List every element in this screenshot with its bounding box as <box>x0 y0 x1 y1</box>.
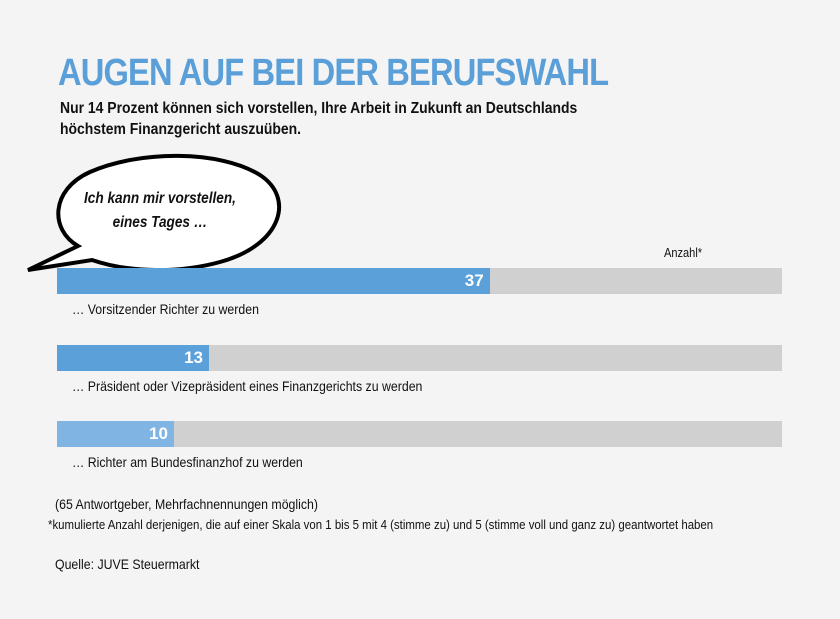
chart-title: AUGEN AUF BEI DER BERUFSWAHL <box>58 52 609 94</box>
footnote: *kumulierte Anzahl derjenigen, die auf e… <box>48 517 714 532</box>
bar-track: 10 <box>57 421 782 447</box>
category-label: … Präsident oder Vizepräsident eines Fin… <box>72 378 423 394</box>
respondents-note: (65 Antwortgeber, Mehrfachnennungen mögl… <box>55 496 318 512</box>
speech-bubble-text: Ich kann mir vorstellen, eines Tages … <box>75 187 245 235</box>
source-note: Quelle: JUVE Steuermarkt <box>55 556 200 572</box>
bar: 13 <box>57 345 210 371</box>
bar: 37 <box>57 268 490 294</box>
category-label: … Vorsitzender Richter zu werden <box>72 301 259 317</box>
chart-subtitle: Nur 14 Prozent können sich vorstellen, I… <box>60 100 578 138</box>
bubble-line-2: eines Tages … <box>112 214 208 231</box>
category-label: … Richter am Bundesfinanzhof zu werden <box>72 454 303 470</box>
bar: 10 <box>57 421 174 447</box>
bar-value-label: 37 <box>464 271 484 290</box>
bar-track: 13 <box>57 345 782 371</box>
bar-track: 37 <box>57 268 782 294</box>
value-axis-label: Anzahl* <box>664 245 703 260</box>
bar-value-label: 10 <box>149 424 168 443</box>
bubble-line-1: Ich kann mir vorstellen, <box>84 190 236 207</box>
bar-value-label: 13 <box>184 348 204 367</box>
